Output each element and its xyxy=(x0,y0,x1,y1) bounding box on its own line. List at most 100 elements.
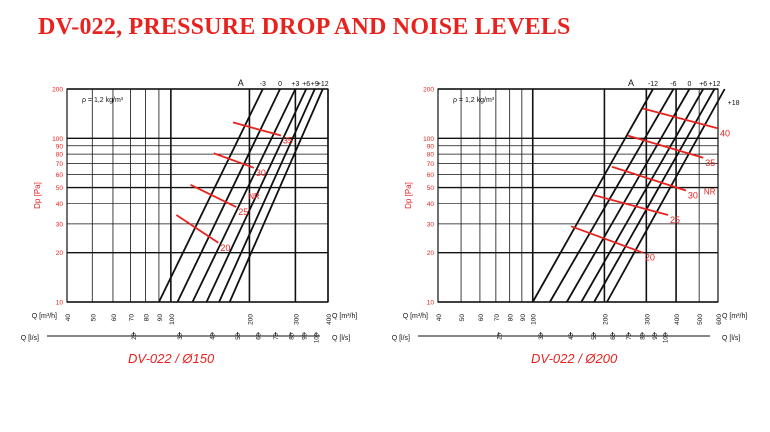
x-tick-ls-20: 20 xyxy=(132,332,138,339)
x-tick-ls-50: 50 xyxy=(592,332,598,339)
series-line--12 xyxy=(531,88,654,303)
series-label-+12: +12 xyxy=(317,81,329,88)
x-tick-ls-90: 90 xyxy=(303,332,309,339)
y-tick-70: 70 xyxy=(56,161,64,168)
x-tick-m3h-80: 80 xyxy=(508,314,515,322)
y-tick-90: 90 xyxy=(56,143,64,150)
nr-line-35 xyxy=(232,121,282,137)
y-tick-100: 100 xyxy=(52,136,63,143)
nr-label-30: 30 xyxy=(688,190,698,200)
x-label-right-ls: Q [l/s] xyxy=(332,335,350,342)
x-tick-m3h-80: 80 xyxy=(144,314,151,322)
x-tick-m3h-200: 200 xyxy=(602,314,609,325)
nr-line-20 xyxy=(175,214,219,244)
x-tick-m3h-500: 500 xyxy=(697,314,704,325)
x-tick-ls-20: 20 xyxy=(497,332,503,339)
x-tick-ls-70: 70 xyxy=(274,332,280,339)
nr-line-30 xyxy=(611,165,687,192)
plot-frame xyxy=(66,88,329,303)
x-tick-m3h-300: 300 xyxy=(293,314,300,325)
x-tick-m3h-100: 100 xyxy=(169,314,176,325)
series-line--6 xyxy=(549,88,675,303)
y-tick-100: 100 xyxy=(423,136,434,143)
nr-label-20: 20 xyxy=(220,243,230,253)
series-label-+12: +12 xyxy=(709,81,721,88)
series-label-+9: +9 xyxy=(311,81,319,88)
x-tick-m3h-70: 70 xyxy=(128,314,135,322)
y-tick-90: 90 xyxy=(427,143,435,150)
x-tick-m3h-400: 400 xyxy=(674,314,681,325)
series-label-+3: +3 xyxy=(291,81,299,88)
series-label-0: 0 xyxy=(687,81,691,88)
nr-label-25: 25 xyxy=(670,215,680,225)
nr-label-35: 35 xyxy=(705,158,715,168)
x-label-left-m3h: Q [m³/h] xyxy=(403,313,428,320)
x-tick-ls-60: 60 xyxy=(611,332,617,339)
x-tick-m3h-50: 50 xyxy=(90,314,97,322)
x-label-left-ls: Q [l/s] xyxy=(21,335,39,342)
nr-label-30: 30 xyxy=(256,168,266,178)
x-tick-ls-30: 30 xyxy=(178,332,184,339)
series-line-0 xyxy=(566,88,691,303)
y-tick-60: 60 xyxy=(427,172,435,179)
x-tick-m3h-90: 90 xyxy=(520,314,527,322)
x-tick-m3h-400: 400 xyxy=(326,314,333,325)
x-label-left-ls: Q [l/s] xyxy=(392,335,410,342)
x-tick-m3h-50: 50 xyxy=(459,314,466,322)
density-note: ρ = 1,2 kg/m³ xyxy=(82,97,124,104)
x-tick-ls-90: 90 xyxy=(653,332,659,339)
y-tick-20: 20 xyxy=(56,250,64,257)
x-tick-ls-30: 30 xyxy=(539,332,545,339)
series-line-+12 xyxy=(228,88,324,303)
x-tick-ls-60: 60 xyxy=(257,332,263,339)
y-tick-70: 70 xyxy=(427,161,435,168)
page-title: DV-022, PRESSURE DROP AND NOISE LEVELS xyxy=(38,14,571,40)
chart-caption-200: DV-022 / Ø200 xyxy=(531,351,618,366)
x-tick-ls-50: 50 xyxy=(236,332,242,339)
x-tick-ls-40: 40 xyxy=(211,332,217,339)
x-label-left-m3h: Q [m³/h] xyxy=(32,313,57,320)
y-tick-20: 20 xyxy=(427,250,435,257)
x-tick-m3h-90: 90 xyxy=(157,314,164,322)
y-tick-80: 80 xyxy=(56,152,64,159)
x-tick-ls-70: 70 xyxy=(627,332,633,339)
y-tick-10: 10 xyxy=(56,300,64,307)
nr-line-35 xyxy=(627,134,704,159)
nr-line-25 xyxy=(593,194,669,216)
nr-label-20: 20 xyxy=(645,253,655,263)
y-tick-50: 50 xyxy=(427,185,435,192)
x-tick-m3h-40: 40 xyxy=(65,314,72,322)
y-tick-200: 200 xyxy=(423,87,434,94)
series-line-+9 xyxy=(218,88,316,303)
x-tick-m3h-60: 60 xyxy=(478,314,485,322)
x-tick-m3h-600: 600 xyxy=(716,314,723,325)
x-tick-m3h-70: 70 xyxy=(494,314,501,322)
series-label-0: 0 xyxy=(278,81,282,88)
series-line-+12 xyxy=(593,88,716,303)
x-tick-m3h-60: 60 xyxy=(111,314,118,322)
plot-frame xyxy=(437,88,719,303)
series-label-+18: +18 xyxy=(728,100,740,107)
nr-line-25 xyxy=(190,183,237,208)
y-tick-200: 200 xyxy=(52,87,63,94)
x-label-right-m3h: Q [m³/h] xyxy=(332,313,357,320)
series-line-+6 xyxy=(580,88,704,303)
series-label-+6: +6 xyxy=(699,81,707,88)
y-axis-label: Dp [Pa] xyxy=(33,182,42,209)
y-tick-30: 30 xyxy=(427,221,435,228)
damper-label: A xyxy=(628,78,634,88)
y-axis-label: Dp [Pa] xyxy=(404,182,413,209)
series-label--3: -3 xyxy=(260,81,266,88)
y-tick-80: 80 xyxy=(427,152,435,159)
x-tick-ls-40: 40 xyxy=(569,332,575,339)
series-line-0 xyxy=(176,88,281,303)
series-label-+6: +6 xyxy=(302,81,310,88)
x-tick-m3h-100: 100 xyxy=(531,314,538,325)
x-label-right-m3h: Q [m³/h] xyxy=(722,313,747,320)
nr-label-40: 40 xyxy=(720,128,730,138)
nr-line-40 xyxy=(642,107,719,130)
series-line-+3 xyxy=(191,88,297,303)
series-line-+6 xyxy=(205,88,308,303)
